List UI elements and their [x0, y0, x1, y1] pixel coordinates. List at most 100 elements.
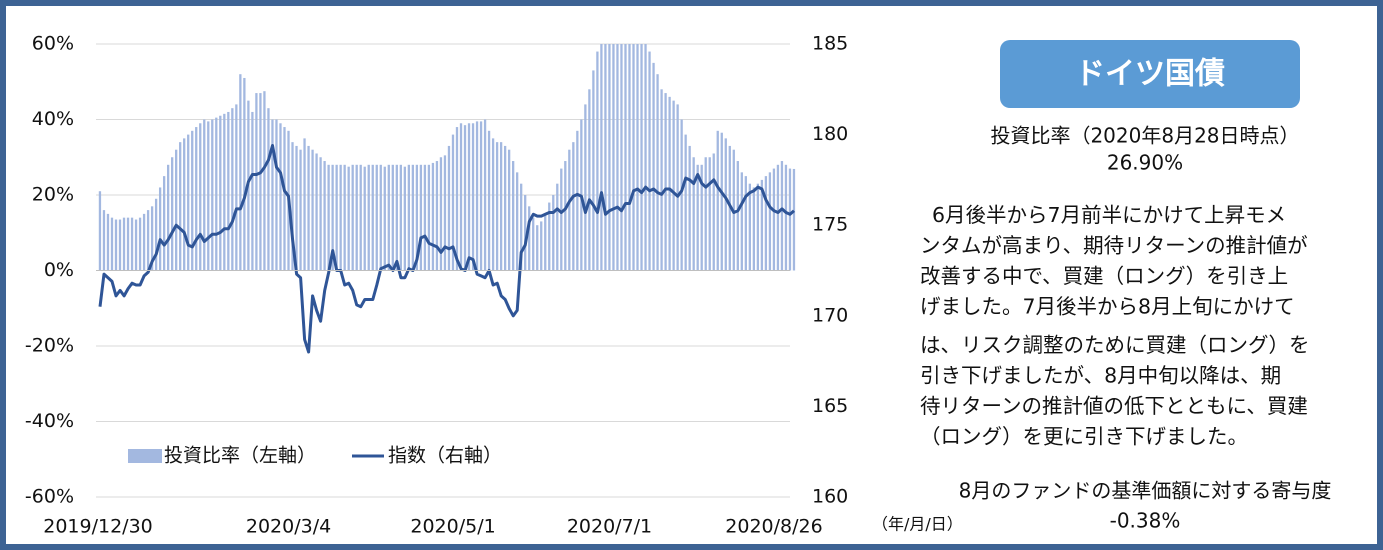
bar [166, 164, 170, 271]
bar [696, 164, 699, 271]
index-line [98, 144, 796, 354]
bar [150, 206, 154, 271]
bar [203, 119, 206, 271]
bar [219, 115, 222, 271]
bar [624, 44, 627, 271]
bar [692, 157, 695, 271]
comment-line: げました。7月後半から8月上旬にかけて [920, 295, 1295, 319]
x-unit: （年/月/日） [872, 515, 963, 534]
bar [395, 164, 398, 271]
bar [227, 111, 230, 271]
bar [303, 138, 306, 271]
bar [171, 157, 174, 271]
badge-box [1000, 40, 1300, 108]
bar [495, 142, 499, 271]
bar [102, 210, 106, 271]
bar [223, 113, 226, 271]
bar [760, 179, 764, 271]
bar [784, 164, 788, 271]
bar [319, 157, 322, 271]
bar [371, 164, 374, 271]
bar [584, 104, 587, 271]
bar [616, 44, 619, 271]
bar [315, 153, 318, 271]
bar [110, 217, 114, 271]
bar [499, 142, 503, 271]
bar [520, 183, 523, 271]
bar [644, 44, 647, 271]
y2-tick-label: 180 [812, 123, 848, 145]
bar [259, 93, 262, 271]
bar [271, 119, 274, 271]
bar [544, 213, 547, 271]
bar [596, 51, 599, 271]
bar [335, 164, 338, 271]
bar [736, 161, 739, 271]
bar [359, 164, 362, 271]
bar [415, 164, 419, 271]
bar [179, 142, 182, 271]
bar [536, 225, 539, 271]
bar [503, 145, 507, 271]
bar [431, 162, 435, 271]
bar [740, 172, 743, 271]
bar [556, 183, 559, 271]
bar [243, 77, 246, 271]
bar [708, 157, 711, 271]
y-tick-label: 40% [32, 108, 74, 130]
legend-label: 投資比率（左軸） [164, 445, 316, 467]
bar [162, 176, 166, 271]
y-tick-label: 20% [32, 184, 74, 206]
bar [612, 44, 615, 271]
bar [403, 166, 406, 271]
bar [516, 172, 519, 271]
bar [564, 161, 567, 271]
bar [712, 153, 715, 271]
bar [608, 44, 611, 271]
bar [122, 217, 126, 271]
y2-tick-label: 175 [812, 214, 848, 236]
bar [251, 111, 254, 271]
x-tick-label: 2020/3/4 [246, 516, 331, 538]
bar [199, 123, 202, 271]
bar [323, 161, 326, 271]
y-tick-label: -20% [25, 335, 74, 357]
bar [764, 176, 768, 271]
bar [435, 161, 439, 271]
bar [792, 168, 796, 271]
bar [275, 119, 278, 271]
bar [720, 132, 723, 271]
bar [383, 166, 386, 271]
bar [471, 123, 475, 271]
bar [387, 164, 390, 271]
bar [375, 164, 378, 271]
y2-tick-label: 185 [812, 33, 848, 55]
badge: ドイツ国債 [1075, 57, 1225, 92]
bar [447, 145, 451, 271]
ratio-title: 投資比率（2020年8月28日時点） [990, 124, 1299, 148]
bar [106, 213, 110, 271]
bar [576, 130, 579, 271]
bar [648, 51, 651, 271]
bar [407, 164, 411, 271]
bar [680, 119, 683, 271]
bar [632, 44, 635, 271]
bar [524, 195, 527, 271]
y-tick-label: -40% [25, 410, 74, 432]
y2-tick-label: 160 [812, 486, 848, 508]
bar [628, 44, 631, 271]
contribution-title: 8月のファンドの基準価額に対する寄与度 [959, 479, 1332, 503]
bar [114, 219, 118, 271]
bar [351, 164, 354, 271]
bar [540, 221, 543, 271]
x-tick-label: 2020/5/1 [410, 516, 495, 538]
bar [215, 117, 218, 271]
bar [676, 104, 679, 271]
comment-line: 6月後半から7月前半にかけて上昇モメ [932, 203, 1286, 227]
bar [463, 125, 467, 271]
bar [652, 62, 655, 271]
bar [427, 164, 431, 271]
y2-tick-label: 170 [812, 304, 848, 326]
bar [528, 206, 531, 271]
